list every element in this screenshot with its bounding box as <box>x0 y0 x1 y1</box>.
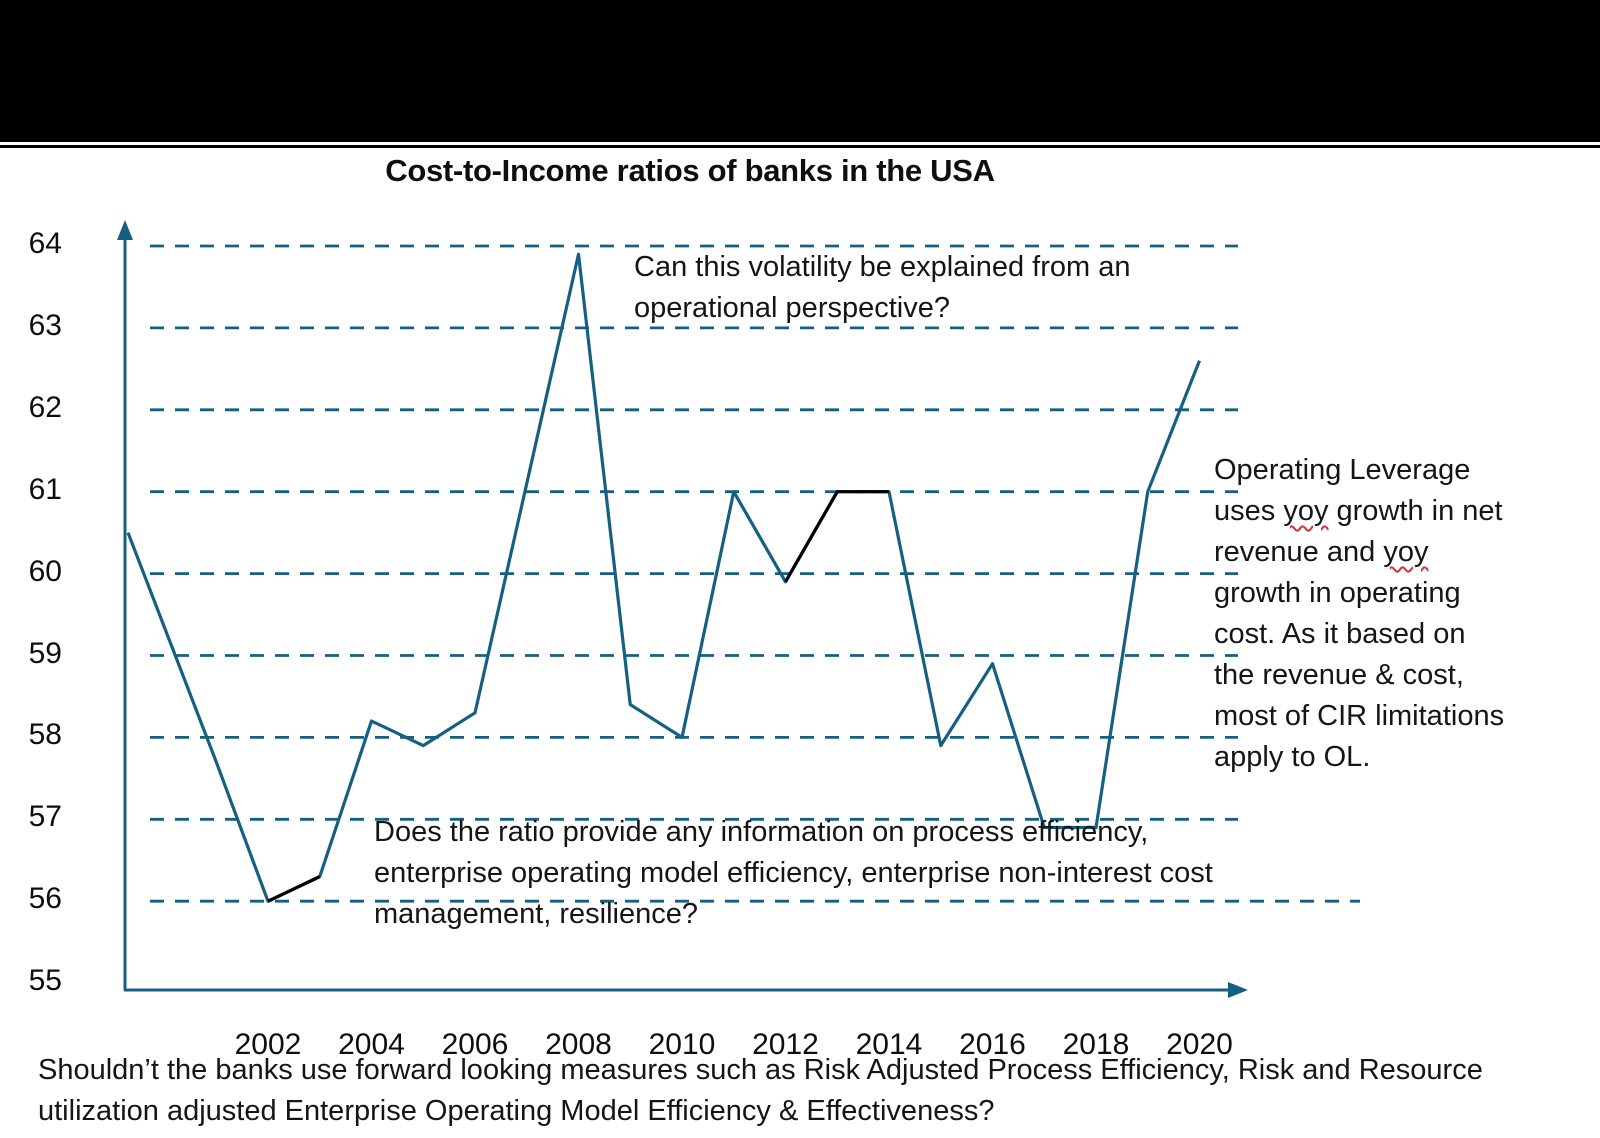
y-tick-label-56: 56 <box>28 882 62 916</box>
y-tick-label-58: 58 <box>28 718 62 752</box>
y-tick-label-55: 55 <box>28 964 62 998</box>
annotation-ratio-info: Does the ratio provide any information o… <box>374 816 1213 930</box>
y-tick-label-63: 63 <box>28 308 62 342</box>
y-tick-label-61: 61 <box>28 472 62 506</box>
annotation-footer-question: Shouldn’t the banks use forward looking … <box>38 1054 1483 1127</box>
annotation-volatility: Can this volatility be explained from an… <box>634 251 1131 324</box>
x-tick-label-2008: 2008 <box>545 1028 612 1061</box>
highlight-segment-2 <box>784 490 889 583</box>
x-tick-label-2002: 2002 <box>234 1028 302 1061</box>
x-tick-label-2010: 2010 <box>648 1028 716 1061</box>
x-tick-label-2016: 2016 <box>959 1028 1026 1061</box>
y-tick-label-57: 57 <box>28 800 62 834</box>
x-tick-label-2020: 2020 <box>1166 1028 1233 1061</box>
letterbox-top-bar <box>0 0 1600 142</box>
y-tick-label-64: 64 <box>28 227 62 260</box>
spellcheck-squiggle: yoy <box>1283 495 1329 527</box>
y-tick-label-62: 62 <box>28 390 62 424</box>
y-tick-label-60: 60 <box>28 554 62 588</box>
cir-series-line <box>126 252 1201 903</box>
y-axis-arrowhead <box>117 220 133 240</box>
highlight-segment-1 <box>267 875 321 903</box>
spellcheck-squiggle: yoy <box>1383 536 1429 568</box>
annotation-operating-leverage: Operating Leverage uses yoy growth in ne… <box>1214 454 1505 773</box>
x-tick-label-2014: 2014 <box>855 1028 923 1061</box>
x-tick-label-2006: 2006 <box>441 1028 509 1061</box>
x-tick-label-2004: 2004 <box>338 1028 405 1061</box>
chart-title: Cost-to-Income ratios of banks in the US… <box>385 153 995 188</box>
x-tick-label-2018: 2018 <box>1062 1028 1130 1061</box>
letterbox-divider-line <box>0 145 1600 148</box>
y-tick-label-59: 59 <box>28 636 62 670</box>
x-tick-label-2012: 2012 <box>752 1028 819 1061</box>
x-axis-arrowhead <box>1228 982 1248 998</box>
